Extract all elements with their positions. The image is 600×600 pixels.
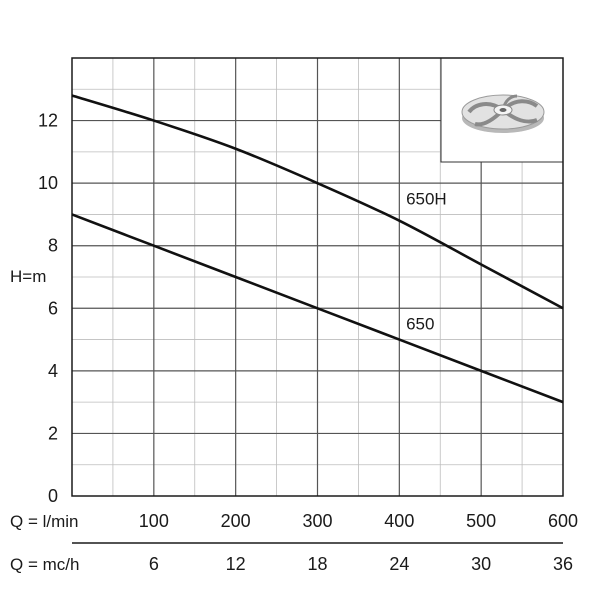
y-tick-label: 10 — [38, 173, 58, 193]
y-tick-label: 6 — [48, 298, 58, 318]
y-tick-label: 2 — [48, 423, 58, 443]
x2-tick-labels: 6 12 18 24 30 36 — [149, 554, 573, 574]
x2-tick-label: 18 — [307, 554, 327, 574]
x-tick-label: 300 — [302, 511, 332, 531]
series-label-650h: 650H — [406, 189, 447, 208]
series-labels: 650H 650 — [406, 189, 447, 333]
y-tick-label: 0 — [48, 486, 58, 506]
x2-axis-label: Q = mc/h — [10, 555, 79, 574]
x-tick-label: 100 — [139, 511, 169, 531]
x-axis-label: Q = l/min — [10, 512, 79, 531]
curve-650h — [71, 94, 564, 310]
curves — [71, 94, 564, 404]
y-tick-label: 8 — [48, 236, 58, 256]
x-tick-label: 600 — [548, 511, 578, 531]
series-label-650: 650 — [406, 315, 434, 334]
x2-tick-label: 30 — [471, 554, 491, 574]
x2-tick-label: 12 — [226, 554, 246, 574]
impeller-icon — [461, 94, 545, 133]
curve-650 — [71, 213, 564, 404]
y-tick-label: 4 — [48, 361, 58, 381]
x2-tick-label: 6 — [149, 554, 159, 574]
y-axis-label: H=m — [10, 267, 46, 286]
x-tick-label: 200 — [221, 511, 251, 531]
x-tick-label: 400 — [384, 511, 414, 531]
plot-frame — [71, 57, 564, 497]
impeller-inset — [440, 57, 564, 163]
y-tick-label: 12 — [38, 111, 58, 131]
x2-tick-label: 36 — [553, 554, 573, 574]
y-tick-labels: 0 2 4 6 8 10 12 — [38, 111, 58, 506]
x-tick-label: 500 — [466, 511, 496, 531]
x2-tick-label: 24 — [389, 554, 409, 574]
x-tick-labels: 100 200 300 400 500 600 — [139, 511, 578, 531]
